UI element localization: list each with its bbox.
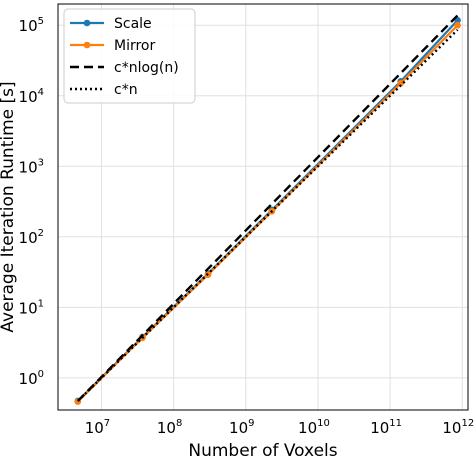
x-axis-label: Number of Voxels — [188, 441, 337, 460]
legend-entry: Scale — [70, 16, 152, 32]
series-line — [76, 28, 459, 402]
y-tick-label: 102 — [19, 228, 44, 247]
y-tick-label: 100 — [19, 369, 44, 388]
series-c-nlog-n — [76, 14, 459, 402]
x-tick-label: 1012 — [442, 418, 474, 437]
legend: Scale Mirror c*nlog(n) c*n — [63, 8, 196, 104]
legend-label: c*nlog(n) — [114, 60, 179, 76]
legend-marker — [83, 19, 91, 27]
series-line — [76, 14, 459, 402]
legend-label: c*n — [114, 82, 138, 98]
y-tick-label: 103 — [19, 157, 44, 176]
x-tick-label: 109 — [229, 418, 254, 437]
legend-entry: Mirror — [70, 38, 155, 54]
legend-label: Mirror — [114, 38, 155, 54]
x-tick-label: 1010 — [298, 418, 330, 437]
y-tick-label: 101 — [19, 298, 44, 317]
y-tick-label: 104 — [19, 87, 44, 106]
series-c-n — [76, 28, 459, 402]
x-tick-label: 1011 — [370, 418, 402, 437]
y-axis-label: Average Iteration Runtime [s] — [0, 81, 18, 332]
plot-frame — [57, 3, 469, 411]
legend-entry: c*n — [70, 82, 138, 98]
series-layer — [74, 14, 461, 405]
legend-marker — [83, 41, 91, 49]
legend-entry: c*nlog(n) — [70, 60, 179, 76]
tick-labels: 107 108 109 1010 1011 1012 100 101 102 103 104 105 — [19, 16, 474, 437]
data-point — [397, 80, 404, 87]
data-point — [454, 21, 461, 29]
legend-box — [63, 8, 196, 104]
x-tick-label: 107 — [85, 418, 110, 437]
legend-label: Scale — [114, 16, 152, 32]
y-tick-label: 105 — [19, 16, 44, 35]
x-tick-label: 108 — [157, 418, 182, 437]
